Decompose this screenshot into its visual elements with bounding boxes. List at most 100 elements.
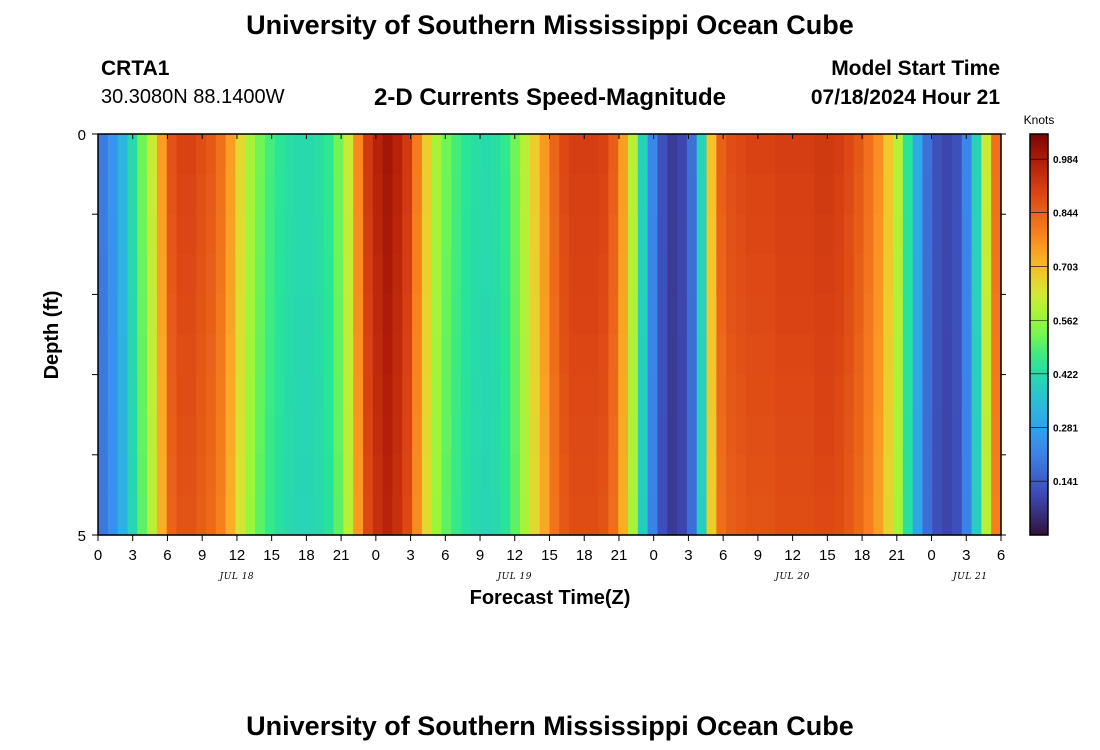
heatmap-cell xyxy=(942,134,953,175)
heatmap-cell xyxy=(578,294,590,336)
heatmap-cell xyxy=(382,214,394,255)
heatmap-cell xyxy=(539,174,551,215)
heatmap-cell xyxy=(951,294,963,336)
heatmap-cell xyxy=(608,134,619,175)
heatmap-cell xyxy=(470,454,482,496)
heatmap-cell xyxy=(618,214,629,255)
heatmap-cell xyxy=(402,494,413,536)
heatmap-cell xyxy=(284,174,295,215)
heatmap-cell xyxy=(147,374,158,416)
heatmap-cell xyxy=(785,254,796,295)
heatmap-cell xyxy=(137,494,148,536)
heatmap-cell xyxy=(735,174,747,215)
heatmap-cell xyxy=(716,174,727,215)
heatmap-cell xyxy=(392,494,403,536)
heatmap-cell xyxy=(353,454,364,496)
heatmap-cell xyxy=(235,174,246,215)
heatmap-cell xyxy=(853,374,865,416)
heatmap-cell xyxy=(205,174,217,215)
heatmap-cell xyxy=(598,134,609,175)
heatmap-cell xyxy=(873,494,884,536)
heatmap-cell xyxy=(834,334,845,376)
heatmap-cell xyxy=(372,334,384,376)
heatmap-cell xyxy=(804,454,816,496)
heatmap-cell xyxy=(775,414,786,456)
heatmap-cell xyxy=(245,214,256,255)
heatmap-cell xyxy=(343,174,354,215)
heatmap-cell xyxy=(618,334,629,376)
heatmap-cell xyxy=(765,294,776,336)
heatmap-cell xyxy=(245,454,256,496)
heatmap-cell xyxy=(588,254,600,295)
heatmap-cell xyxy=(735,494,747,536)
x-tick-label: 0 xyxy=(94,547,102,564)
heatmap-cell xyxy=(274,134,286,175)
heatmap-cell xyxy=(98,454,109,496)
heatmap-cell xyxy=(657,214,668,255)
heatmap-cell xyxy=(510,214,521,255)
heatmap-cell xyxy=(412,334,423,376)
heatmap-cell xyxy=(127,374,138,416)
heatmap-cell xyxy=(824,214,835,255)
x-tick-label: 6 xyxy=(719,547,727,564)
heatmap-cell xyxy=(785,174,796,215)
heatmap-cell xyxy=(991,254,1002,295)
heatmap-cell xyxy=(618,294,629,336)
x-tick-label: 6 xyxy=(441,547,449,564)
heatmap-cell xyxy=(186,254,197,295)
heatmap-cell xyxy=(971,494,982,536)
heatmap-cell xyxy=(117,374,129,416)
heatmap-cell xyxy=(716,134,727,175)
heatmap-cell xyxy=(353,294,364,336)
heatmap-cell xyxy=(372,414,384,456)
heatmap-cell xyxy=(186,374,197,416)
heatmap-cell xyxy=(205,374,217,416)
heatmap-cell xyxy=(942,214,953,255)
heatmap-cell xyxy=(775,494,786,536)
heatmap-cell xyxy=(588,454,600,496)
heatmap-cell xyxy=(559,174,570,215)
heatmap-cell xyxy=(156,134,168,175)
heatmap-cell xyxy=(745,134,757,175)
heatmap-cell xyxy=(775,174,786,215)
heatmap-cell xyxy=(961,214,973,255)
heatmap-cell xyxy=(264,254,276,295)
heatmap-cell xyxy=(225,254,237,295)
heatmap-cell xyxy=(480,214,492,255)
heatmap-cell xyxy=(853,254,865,295)
heatmap-cell xyxy=(735,134,747,175)
heatmap-cell xyxy=(470,294,482,336)
heatmap-cell xyxy=(745,214,757,255)
heatmap-cell xyxy=(991,334,1002,376)
heatmap-cell xyxy=(893,334,904,376)
heatmap-cell xyxy=(628,334,639,376)
heatmap-cell xyxy=(785,294,796,336)
heatmap-cell xyxy=(176,254,187,295)
heatmap-cell xyxy=(716,214,727,255)
model-start-label: Model Start Time xyxy=(831,57,1000,80)
heatmap-cell xyxy=(274,374,286,416)
heatmap-cell xyxy=(981,454,992,496)
heatmap-cell xyxy=(824,454,835,496)
heatmap-cell xyxy=(461,374,472,416)
heatmap-cell xyxy=(402,214,413,255)
x-axis-title: Forecast Time(Z) xyxy=(470,587,631,609)
heatmap-cell xyxy=(765,254,776,295)
heatmap-cell xyxy=(451,334,462,376)
heatmap-cell xyxy=(637,254,649,295)
heatmap-cell xyxy=(412,134,423,175)
heatmap-cell xyxy=(696,374,708,416)
heatmap-cell xyxy=(667,374,678,416)
heatmap-cell xyxy=(480,254,492,295)
heatmap-cell xyxy=(706,454,717,496)
heatmap-cell xyxy=(255,454,266,496)
heatmap-cell xyxy=(127,134,138,175)
heatmap-cell xyxy=(971,134,982,175)
heatmap-cell xyxy=(883,334,894,376)
heatmap-cell xyxy=(225,214,237,255)
heatmap-cell xyxy=(559,414,570,456)
heatmap-cell xyxy=(883,134,894,175)
heatmap-cell xyxy=(735,374,747,416)
heatmap-cell xyxy=(932,214,943,255)
